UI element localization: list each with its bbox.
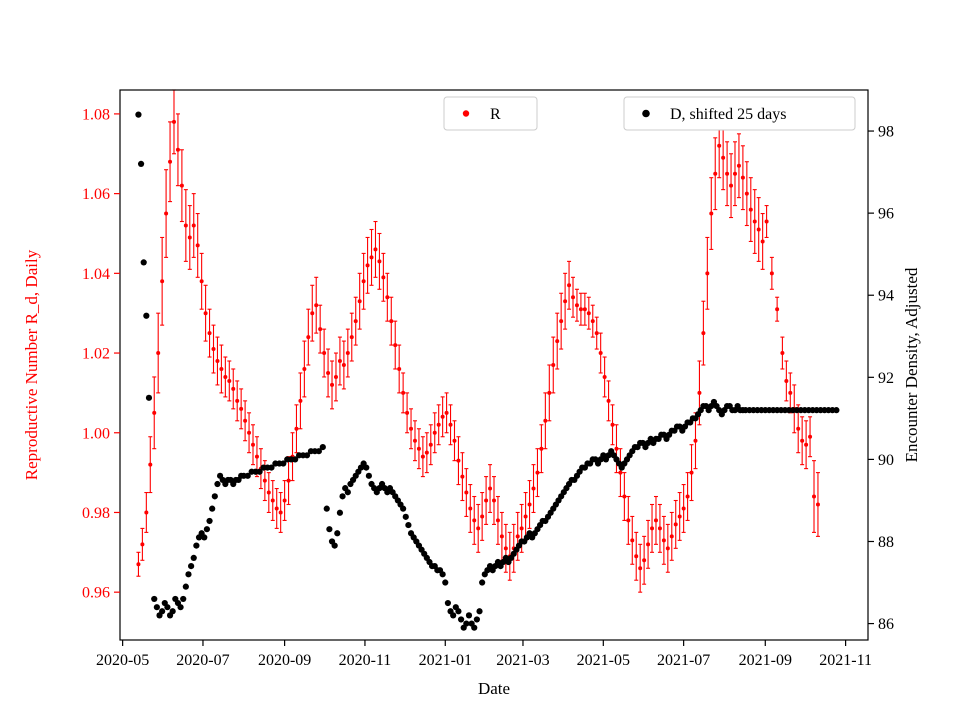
x-tick-label: 2021-05	[577, 652, 630, 669]
legend-r-frame	[443, 96, 538, 131]
right-tick-label: 86	[878, 616, 894, 633]
right-tick-label: 96	[878, 206, 894, 223]
legend-d: D, shifted 25 days	[623, 96, 856, 131]
right-y-axis-title: Encounter Density, Adjusted	[902, 267, 921, 462]
x-axis: 2020-05 2020-07 2020-09 2020-11 2021-01 2021-…	[96, 640, 872, 698]
left-tick-label: 0.96	[82, 585, 110, 602]
left-tick-label: 1.00	[82, 425, 110, 442]
legend-d-frame	[623, 96, 856, 131]
x-tick-label: 2020-09	[258, 652, 311, 669]
left-tick-label: 0.98	[82, 505, 110, 522]
right-tick-label: 90	[878, 452, 894, 469]
left-tick-label: 1.08	[82, 106, 110, 123]
right-tick-label: 98	[878, 124, 894, 141]
left-y-axis: 0.96 0.98 1.00 1.02 1.04 1.06 1.08 Reproductive…	[22, 106, 120, 602]
left-tick-label: 1.06	[82, 186, 110, 203]
x-tick-label: 2020-11	[339, 652, 392, 669]
series-d-markers	[135, 111, 840, 631]
x-tick-label: 2021-09	[739, 652, 792, 669]
x-tick-label: 2020-07	[176, 652, 229, 669]
x-axis-title: Date	[478, 679, 510, 698]
series-r-markers	[136, 119, 820, 571]
legend-r-marker-icon	[462, 110, 470, 117]
left-tick-label: 1.04	[82, 266, 110, 283]
x-tick-label: 2020-05	[96, 652, 149, 669]
right-tick-label: 92	[878, 370, 894, 387]
x-tick-label: 2021-01	[419, 652, 472, 669]
left-y-axis-title: Reproductive Number R_d, Daily	[22, 249, 41, 480]
x-tick-label: 2021-03	[496, 652, 549, 669]
x-tick-label: 2021-07	[657, 652, 710, 669]
legend-r: R	[443, 96, 538, 131]
x-tick-label: 2021-11	[819, 652, 872, 669]
plot-border	[119, 89, 869, 641]
legend-r-label: R	[490, 106, 501, 123]
series-r-errorbars	[136, 89, 820, 593]
right-tick-label: 94	[878, 288, 894, 305]
left-tick-label: 1.02	[82, 346, 110, 363]
legend-d-marker-icon	[642, 109, 650, 118]
right-y-axis: 86 88 90 92 94 96 98 Encounter Density, Adjuste…	[868, 124, 921, 633]
right-tick-label: 88	[878, 534, 894, 551]
legend-d-label: D, shifted 25 days	[670, 106, 786, 123]
